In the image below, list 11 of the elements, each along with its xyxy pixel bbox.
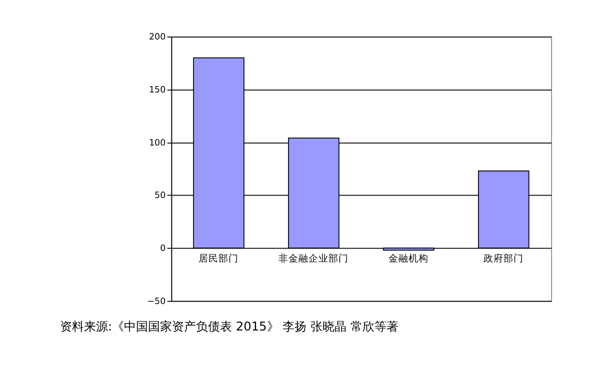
y-tick-label: 100 [149,138,166,148]
y-tick-label: 0 [160,244,166,254]
y-tick-label: 50 [154,191,166,202]
y-tick-label: 150 [149,86,166,96]
text: 资料来源:《中国国家资产负债表 2015》 李扬 张晓晶 常欣等著 [60,319,398,334]
y-tick-label: 200 [149,32,166,43]
x-tick-label: 金融机构 [388,252,429,265]
x-tick-label: 非金融企业部门 [278,252,349,265]
x-tick-label: 居民部门 [198,252,239,265]
x-tick-label: 政府部门 [484,252,524,265]
y-tick-label: −50 [147,296,166,307]
